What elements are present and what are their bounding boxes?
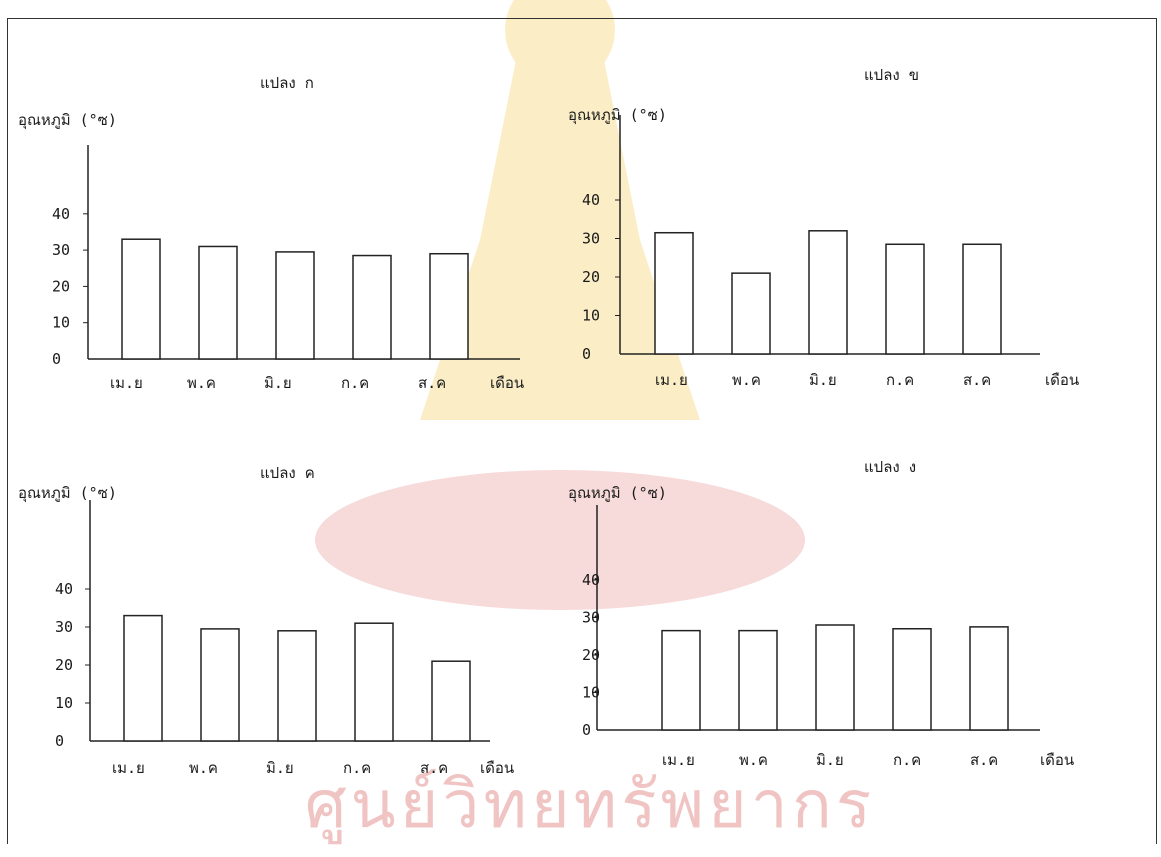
chart-3-category-label: มิ.ย — [266, 759, 294, 777]
chart-4-category-label: พ.ค — [739, 751, 768, 769]
chart-3-y-tick-label: 0 — [55, 732, 64, 750]
chart-2-y-axis-label: อุณหภูมิ (°ซ) — [568, 106, 667, 125]
chart-1-y-tick-label: 30 — [52, 241, 70, 259]
chart-3-y-tick-label: 30 — [55, 618, 73, 636]
chart-2-y-tick-label: 20 — [582, 268, 600, 286]
chart-1-category-label: พ.ค — [187, 374, 216, 392]
chart-1-bar — [121, 238, 161, 360]
chart-1-x-axis-label: เดือน — [490, 374, 524, 392]
chart-4-category-label: ก.ค — [893, 751, 921, 769]
chart-2-bar — [885, 243, 925, 355]
chart-1-y-tick-label: 20 — [52, 277, 70, 295]
chart-3-bar — [431, 660, 471, 742]
chart-3-category-label: ส.ค — [420, 759, 448, 777]
chart-1-bar — [352, 254, 392, 360]
chart-4-y-tick-label: 10 — [582, 684, 600, 702]
chart-4-bar — [892, 628, 932, 731]
chart-1-title: แปลง ก — [260, 74, 314, 92]
chart-1-bar — [275, 251, 315, 360]
chart-2-y-tick-label: 0 — [582, 345, 591, 363]
chart-4-category-label: มิ.ย — [816, 751, 844, 769]
chart-2-bar — [731, 272, 771, 355]
chart-3-category-label: เม.ย — [112, 759, 145, 777]
chart-2-category-label: มิ.ย — [809, 371, 837, 389]
chart-3-y-tick-label: 10 — [55, 694, 73, 712]
chart-3-y-tick-label: 20 — [55, 656, 73, 674]
chart-2-x-axis-label: เดือน — [1045, 371, 1079, 389]
chart-1-y-axis-label: อุณหภูมิ (°ซ) — [18, 111, 117, 130]
chart-1-category-label: เม.ย — [110, 374, 143, 392]
chart-1-category-label: ก.ค — [341, 374, 369, 392]
chart-4-y-tick-label: 0 — [582, 721, 591, 739]
chart-1-y-tick-label: 0 — [52, 350, 61, 368]
chart-1-bar — [429, 252, 469, 360]
chart-2-category-label: ส.ค — [963, 371, 991, 389]
chart-2-bar — [654, 231, 694, 355]
chart-2-y-tick-label: 40 — [582, 191, 600, 209]
chart-3-category-label: พ.ค — [189, 759, 218, 777]
chart-4-y-tick-label: 40 — [582, 571, 600, 589]
chart-1-bar — [198, 245, 238, 360]
chart-3-bar — [123, 614, 163, 742]
chart-1-category-label: ส.ค — [418, 374, 446, 392]
chart-4-title: แปลง ง — [864, 458, 916, 476]
chart-4-bar — [738, 629, 778, 731]
chart-2-bar — [808, 230, 848, 355]
chart-1-category-label: มิ.ย — [264, 374, 292, 392]
chart-1-y-tick-label: 10 — [52, 314, 70, 332]
chart-4-bar — [969, 626, 1009, 731]
chart-3-category-label: ก.ค — [343, 759, 371, 777]
figure-frame — [7, 18, 1157, 844]
chart-4-x-axis-label: เดือน — [1040, 751, 1074, 769]
chart-2-bar — [962, 243, 1002, 355]
chart-4-y-tick-label: 20 — [582, 646, 600, 664]
chart-1-y-tick-label: 40 — [52, 205, 70, 223]
chart-2-category-label: ก.ค — [886, 371, 914, 389]
chart-4-category-label: ส.ค — [970, 751, 998, 769]
chart-4-y-tick-label: 30 — [582, 609, 600, 627]
chart-3-bar — [277, 630, 317, 742]
chart-4-bar — [815, 624, 855, 731]
chart-2-y-tick-label: 30 — [582, 230, 600, 248]
chart-4-bar — [661, 629, 701, 731]
chart-4-y-axis-label: อุณหภูมิ (°ซ) — [568, 484, 667, 503]
chart-2-y-tick-label: 10 — [582, 307, 600, 325]
chart-3-y-axis-label: อุณหภูมิ (°ซ) — [18, 484, 117, 503]
chart-3-title: แปลง ค — [260, 464, 315, 482]
chart-3-bar — [354, 622, 394, 742]
chart-3-x-axis-label: เดือน — [480, 759, 514, 777]
chart-4-category-label: เม.ย — [662, 751, 695, 769]
chart-2-category-label: พ.ค — [732, 371, 761, 389]
chart-3-y-tick-label: 40 — [55, 580, 73, 598]
chart-2-title: แปลง ข — [864, 66, 919, 84]
chart-2-category-label: เม.ย — [655, 371, 688, 389]
chart-3-bar — [200, 628, 240, 742]
